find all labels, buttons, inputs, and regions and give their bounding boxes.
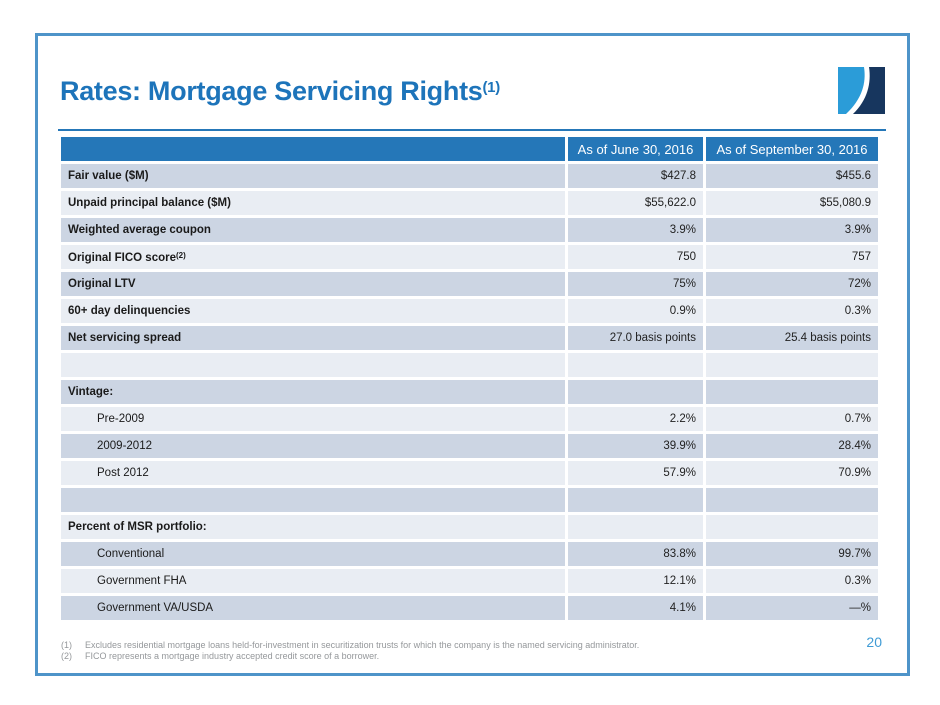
table-row: Percent of MSR portfolio:: [61, 515, 878, 539]
value-june: 3.9%: [568, 218, 703, 242]
table-row: Weighted average coupon 3.9% 3.9%: [61, 218, 878, 242]
value-september: [706, 380, 878, 404]
page-title-text: Rates: Mortgage Servicing Rights: [60, 76, 483, 106]
footnote: (1) Excludes residential mortgage loans h…: [61, 640, 821, 651]
value-september: 0.3%: [706, 569, 878, 593]
value-september: 3.9%: [706, 218, 878, 242]
table-row: [61, 353, 878, 377]
value-june: 57.9%: [568, 461, 703, 485]
row-label: Government FHA: [61, 569, 565, 593]
value-june: 2.2%: [568, 407, 703, 431]
row-label: Unpaid principal balance ($M): [61, 191, 565, 215]
page-title: Rates: Mortgage Servicing Rights(1): [60, 76, 500, 107]
row-label: Fair value ($M): [61, 164, 565, 188]
footnote: (2) FICO represents a mortgage industry a…: [61, 651, 821, 662]
table-row: [61, 488, 878, 512]
row-label: 60+ day delinquencies: [61, 299, 565, 323]
row-label-footnote-ref: (2): [176, 250, 186, 260]
column-header-september: As of September 30, 2016: [706, 137, 878, 161]
title-divider: [58, 129, 886, 131]
row-label: Vintage:: [61, 380, 565, 404]
table-row: Unpaid principal balance ($M) $55,622.0 $5…: [61, 191, 878, 215]
value-september: 757: [706, 245, 878, 269]
table-row: Post 2012 57.9% 70.9%: [61, 461, 878, 485]
table-header-row: As of June 30, 2016 As of September 30, …: [61, 137, 878, 161]
footnote-text: Excludes residential mortgage loans held…: [85, 640, 640, 650]
row-label: Percent of MSR portfolio:: [61, 515, 565, 539]
value-september: 0.3%: [706, 299, 878, 323]
footnote-text: FICO represents a mortgage industry acce…: [85, 651, 380, 661]
value-june: 75%: [568, 272, 703, 296]
company-logo-icon: [838, 67, 885, 114]
row-label: Original FICO score(2): [61, 245, 565, 269]
value-june: [568, 488, 703, 512]
value-june: 39.9%: [568, 434, 703, 458]
value-september: 99.7%: [706, 542, 878, 566]
value-june: [568, 515, 703, 539]
value-june: $55,622.0: [568, 191, 703, 215]
value-june: 27.0 basis points: [568, 326, 703, 350]
footnote-marker: (1): [61, 640, 72, 650]
row-label: Conventional: [61, 542, 565, 566]
table-row: Vintage:: [61, 380, 878, 404]
value-september: [706, 353, 878, 377]
value-september: [706, 488, 878, 512]
value-september: 28.4%: [706, 434, 878, 458]
footnotes: (1) Excludes residential mortgage loans h…: [61, 640, 821, 662]
table-row: Government VA/USDA 4.1% —%: [61, 596, 878, 620]
table-row: 2009-2012 39.9% 28.4%: [61, 434, 878, 458]
value-june: 4.1%: [568, 596, 703, 620]
table-row: Original FICO score(2) 750 757: [61, 245, 878, 269]
value-june: 750: [568, 245, 703, 269]
value-september: 25.4 basis points: [706, 326, 878, 350]
table-row: Original LTV 75% 72%: [61, 272, 878, 296]
value-september: 70.9%: [706, 461, 878, 485]
page-title-footnote-ref: (1): [482, 79, 500, 96]
value-june: 83.8%: [568, 542, 703, 566]
row-label: [61, 353, 565, 377]
value-september: 0.7%: [706, 407, 878, 431]
msr-comparison-table: As of June 30, 2016 As of September 30, …: [58, 134, 881, 623]
column-header-blank: [61, 137, 565, 161]
table-row: Fair value ($M) $427.8 $455.6: [61, 164, 878, 188]
slide-frame: Rates: Mortgage Servicing Rights(1) As o…: [35, 33, 910, 676]
value-june: 12.1%: [568, 569, 703, 593]
value-june: [568, 353, 703, 377]
row-label: Pre-2009: [61, 407, 565, 431]
value-june: [568, 380, 703, 404]
value-june: $427.8: [568, 164, 703, 188]
table-row: Conventional 83.8% 99.7%: [61, 542, 878, 566]
row-label: [61, 488, 565, 512]
row-label: 2009-2012: [61, 434, 565, 458]
row-label: Weighted average coupon: [61, 218, 565, 242]
column-header-june: As of June 30, 2016: [568, 137, 703, 161]
table-row: Net servicing spread 27.0 basis points 25.…: [61, 326, 878, 350]
value-september: [706, 515, 878, 539]
row-label: Net servicing spread: [61, 326, 565, 350]
value-june: 0.9%: [568, 299, 703, 323]
table-row: Pre-2009 2.2% 0.7%: [61, 407, 878, 431]
row-label: Government VA/USDA: [61, 596, 565, 620]
footnote-marker: (2): [61, 651, 72, 661]
row-label: Post 2012: [61, 461, 565, 485]
row-label: Original LTV: [61, 272, 565, 296]
value-september: $455.6: [706, 164, 878, 188]
table-row: Government FHA 12.1% 0.3%: [61, 569, 878, 593]
page-number: 20: [866, 634, 882, 650]
table-row: 60+ day delinquencies 0.9% 0.3%: [61, 299, 878, 323]
value-september: 72%: [706, 272, 878, 296]
value-september: $55,080.9: [706, 191, 878, 215]
value-september: —%: [706, 596, 878, 620]
